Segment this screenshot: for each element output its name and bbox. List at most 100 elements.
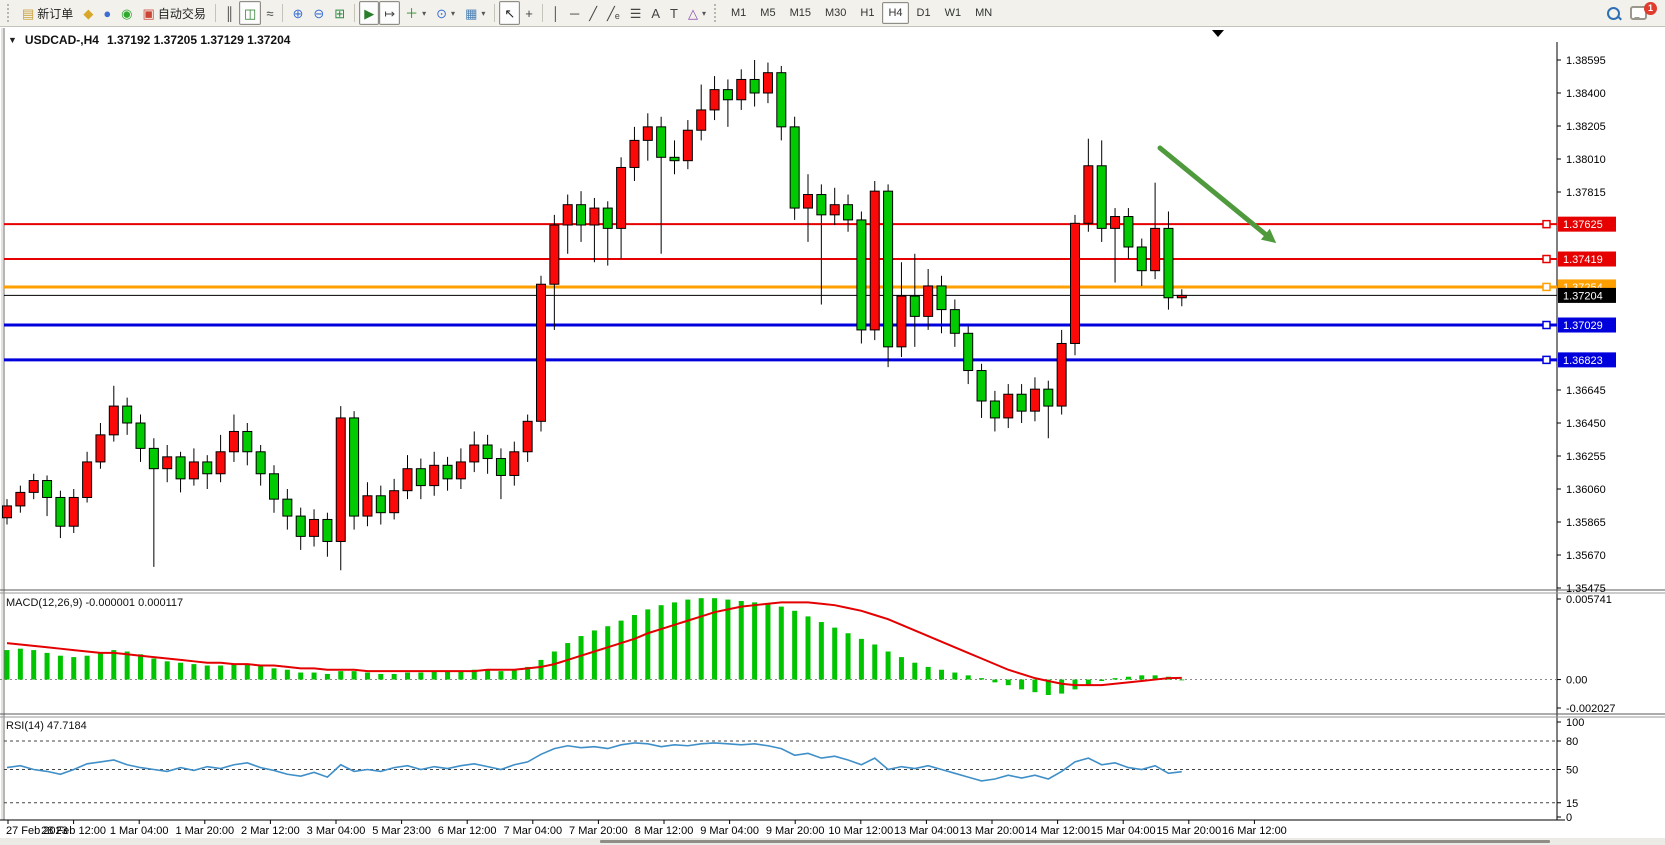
periods-button: ⊙ (436, 5, 448, 21)
chart-title-dropdown-icon[interactable]: ▼ (8, 35, 17, 45)
timeframe-M15[interactable]: M15 (789, 7, 811, 19)
cursor-icon[interactable]: ↖ (499, 1, 521, 25)
resistance-line-1-price-badge (1558, 216, 1616, 232)
bear-candle (1136, 246, 1147, 272)
macd-histogram-bar (832, 627, 838, 680)
bull-candle (696, 109, 707, 131)
periods-button[interactable]: ⊙ ▾ (431, 1, 460, 25)
bull-candle (589, 207, 600, 226)
resistance-line-1-handle[interactable] (1542, 219, 1551, 229)
shapes-icon-dropdown-icon[interactable]: ▾ (702, 8, 707, 18)
macd-histogram-bar (138, 654, 143, 680)
macd-histogram-bar (1085, 679, 1091, 686)
bear-candle (202, 461, 213, 475)
tile-windows-icon[interactable]: ⊞ (329, 1, 350, 25)
toolbar-grip (7, 4, 14, 22)
macd-histogram-bar (124, 651, 130, 680)
scrollbar-thumb[interactable] (600, 840, 1550, 843)
pivot-line-handle[interactable] (1542, 282, 1551, 292)
auto-trading-button[interactable]: ▣ 自动交易 (138, 1, 211, 25)
annotation-arrow[interactable] (1157, 145, 1273, 241)
macd-histogram-bar (97, 652, 103, 680)
bear-candle (1016, 393, 1027, 412)
text-icon[interactable]: A (646, 1, 665, 25)
vertical-line-icon[interactable]: │ (547, 1, 565, 25)
bear-candle (148, 447, 159, 470)
new-order-button[interactable]: ▤ 新订单 (17, 1, 78, 25)
timeframe-D1[interactable]: D1 (916, 7, 931, 19)
bar-chart-icon[interactable]: ║ (220, 1, 239, 25)
timeframe-M1[interactable]: M1 (731, 7, 747, 19)
horizontal-line-icon[interactable]: ─ (565, 1, 584, 25)
bar-chart-icon: ║ (224, 5, 235, 21)
macd-histogram-bar (338, 671, 344, 680)
macd-axis-tick-label: -0.002027 (1566, 703, 1616, 715)
notification-badge[interactable]: 1 (1644, 2, 1657, 15)
zoom-in-icon[interactable]: ⊕ (287, 1, 308, 25)
signals-icon[interactable]: ◉ (116, 1, 137, 25)
macd-histogram-bar (4, 650, 10, 680)
toolbar-separator (282, 4, 284, 22)
label-icon[interactable]: T (665, 1, 683, 25)
timeframe-H4[interactable]: H4 (882, 2, 909, 24)
resistance-line-2-handle[interactable] (1542, 254, 1551, 264)
price-axis-tick-label: 1.38400 (1566, 88, 1606, 100)
add-indicator-button[interactable]: ＋ ▾ (400, 1, 431, 25)
bear-candle (1163, 227, 1174, 299)
macd-histogram-bar (1005, 679, 1011, 686)
zoom-out-icon[interactable]: ⊖ (308, 1, 329, 25)
bear-candle (1096, 165, 1107, 229)
price-axis-tick-label: 1.38595 (1566, 55, 1606, 67)
accounts-icon[interactable]: ● (98, 1, 116, 25)
crosshair-icon[interactable]: + (520, 1, 538, 25)
bear-candle (55, 496, 66, 527)
timeframe-W1[interactable]: W1 (944, 7, 962, 19)
bear-candle (255, 451, 266, 475)
price-axis-tick-label: 1.38205 (1566, 121, 1606, 133)
time-axis-label: 15 Mar 20:00 (1156, 825, 1221, 837)
macd-histogram-bar (992, 679, 998, 683)
shapes-icon[interactable]: △ ▾ (683, 1, 711, 25)
toolbar-separator (494, 4, 496, 22)
trendline-icon[interactable]: ╱ (584, 1, 602, 25)
support-line-2-price-badge (1558, 352, 1616, 368)
timeframe-M30[interactable]: M30 (824, 7, 847, 19)
search-icon[interactable] (1607, 6, 1620, 20)
toolbar-grip (714, 4, 721, 22)
rsi-axis-tick-label: 15 (1566, 798, 1578, 810)
channel-icon[interactable]: ╱ₑ (602, 1, 625, 25)
bear-candle (843, 204, 854, 221)
timeframe-MN[interactable]: MN (975, 7, 993, 19)
horizontal-scrollbar[interactable] (0, 838, 1665, 845)
bear-candle (295, 515, 306, 537)
fibonacci-icon[interactable]: ☰ (625, 1, 647, 25)
chart-shift-marker[interactable] (1212, 30, 1224, 37)
candlestick-icon[interactable]: ◫ (239, 1, 262, 25)
toolbar-separator (214, 4, 216, 22)
add-indicator-button: ＋ (405, 5, 419, 21)
time-axis-label: 5 Mar 23:00 (372, 825, 431, 837)
chart-canvas[interactable]: 1.38595 1.38400 1.38205 1.38010 1.37815 1.366… (0, 28, 1665, 845)
templates-button[interactable]: ▦ ▾ (460, 1, 490, 25)
deposit-icon[interactable]: ◆ (78, 1, 98, 25)
bull-candle (362, 495, 373, 517)
add-indicator-button-dropdown-icon[interactable]: ▾ (422, 8, 427, 18)
macd-histogram-bar (618, 620, 624, 680)
chart-shift-icon[interactable]: ↦ (379, 1, 401, 25)
macd-histogram-bar (1179, 679, 1185, 681)
price-axis-tick-label: 1.35865 (1566, 517, 1606, 529)
timeframe-M5[interactable]: M5 (760, 7, 776, 19)
macd-histogram-bar (939, 669, 944, 680)
support-line-2-handle[interactable] (1542, 355, 1551, 365)
templates-button-dropdown-icon[interactable]: ▾ (481, 8, 486, 18)
text-icon: A (651, 5, 661, 21)
support-line-1-handle[interactable] (1542, 320, 1551, 330)
periods-button-dropdown-icon[interactable]: ▾ (451, 8, 456, 18)
macd-histogram-bar (792, 610, 798, 680)
macd-histogram-bar (258, 665, 264, 680)
auto-scroll-icon[interactable]: ▶ (359, 1, 380, 25)
line-chart-icon[interactable]: ≈ (261, 1, 278, 25)
timeframe-H1[interactable]: H1 (860, 7, 875, 19)
macd-histogram-bar (298, 672, 304, 680)
resistance-line-2-price-badge (1558, 251, 1616, 267)
